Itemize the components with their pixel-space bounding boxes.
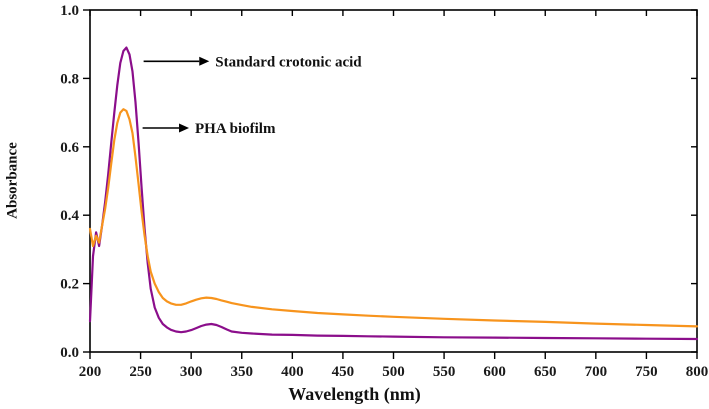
annotation-label: PHA biofilm: [195, 121, 276, 137]
annotation-label: Standard crotonic acid: [215, 54, 362, 70]
x-tick-label: 550: [433, 364, 456, 380]
x-tick-label: 450: [332, 364, 355, 380]
x-tick-label: 650: [534, 364, 557, 380]
x-tick-label: 500: [382, 364, 405, 380]
y-tick-label: 0.0: [60, 345, 79, 361]
annotation-arrowhead-icon: [199, 56, 210, 66]
x-tick-label: 750: [635, 364, 658, 380]
curve-standard-crotonic-acid: [88, 46, 699, 341]
x-tick-label: 300: [180, 364, 203, 380]
y-tick-label: 1.0: [60, 3, 79, 19]
x-tick-label: 700: [585, 364, 608, 380]
x-axis-title: Wavelength (nm): [288, 384, 421, 404]
x-tick-label: 800: [686, 364, 709, 380]
x-tick-label: 600: [483, 364, 506, 380]
x-tick-label: 250: [129, 364, 152, 380]
x-tick-label: 400: [281, 364, 304, 380]
y-axis-title: Absorbance: [4, 142, 21, 219]
y-tick-label: 0.6: [60, 140, 79, 156]
y-tick-label: 0.4: [60, 208, 79, 224]
x-tick-label: 200: [79, 364, 102, 380]
y-tick-label: 0.8: [60, 71, 79, 87]
y-tick-label: 0.2: [60, 277, 79, 293]
annotation-arrowhead-icon: [179, 123, 190, 133]
x-tick-label: 350: [231, 364, 254, 380]
curve-pha-biofilm: [88, 108, 699, 328]
